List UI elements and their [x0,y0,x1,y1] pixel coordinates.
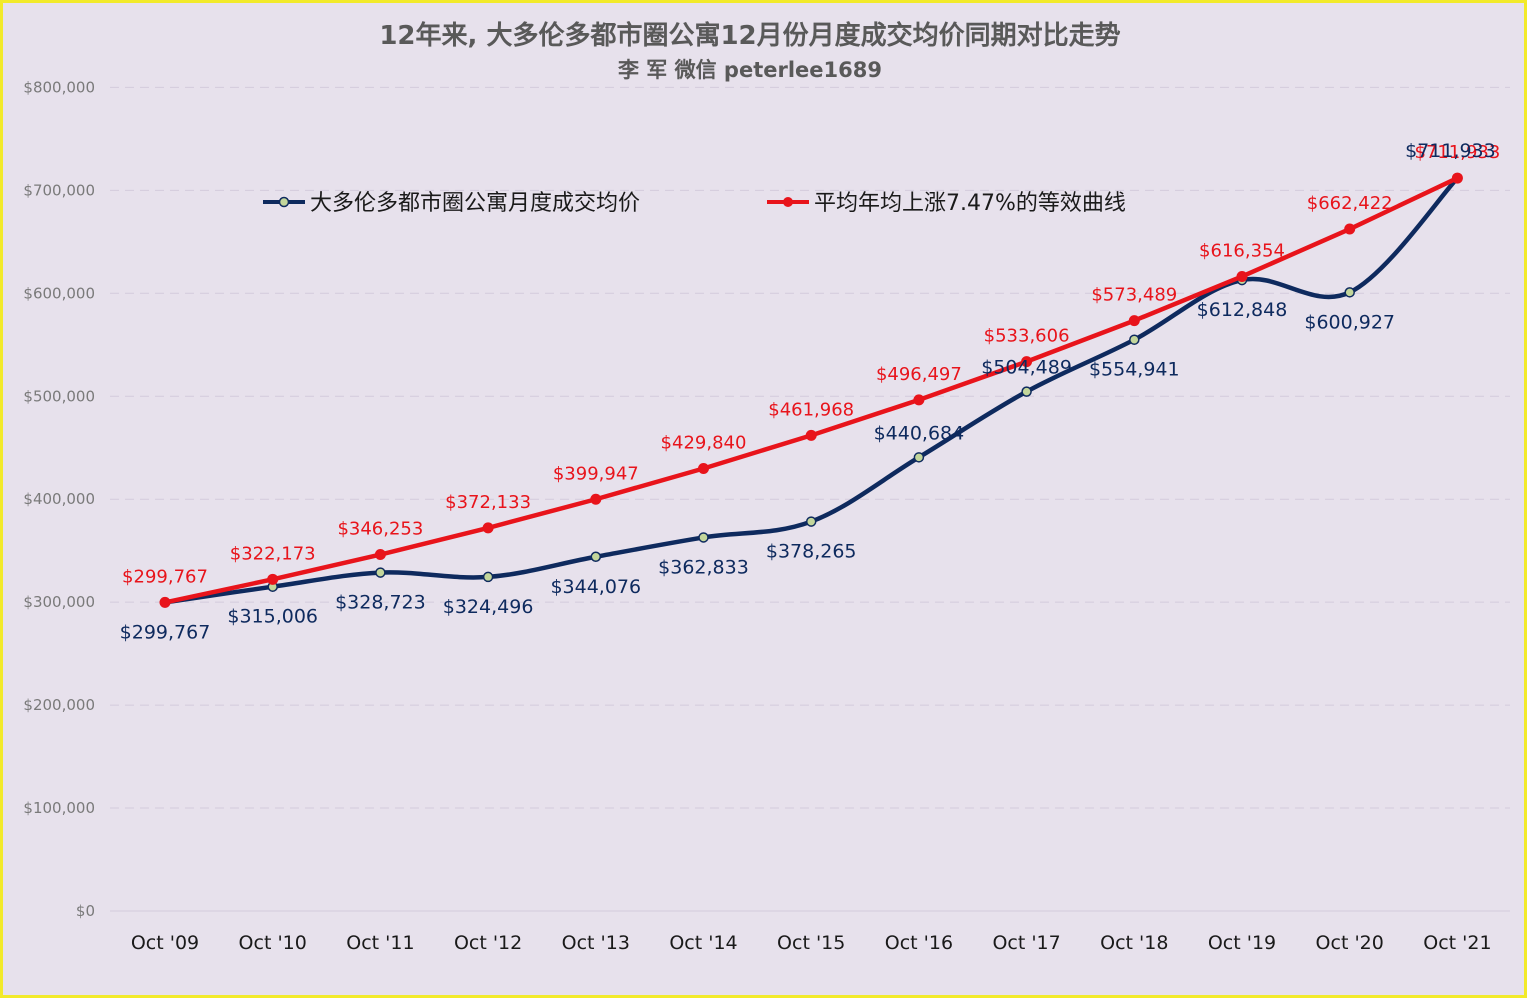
data-label-blue: $440,684 [874,422,965,444]
data-label-red: $372,133 [445,492,531,513]
data-point-red [1451,172,1463,184]
data-label-blue: $378,265 [766,541,857,563]
data-label-red: $616,354 [1199,240,1285,261]
legend-label-red: 平均年均上涨7.47%的等效曲线 [814,191,1126,216]
data-point-red [805,429,817,441]
data-label-blue: $315,006 [227,606,318,628]
data-label-red: $533,606 [984,326,1070,347]
data-label-red: $322,173 [230,543,316,564]
data-point-red [590,493,602,505]
y-tick-label: $300,000 [23,593,95,611]
data-point-blue [482,571,494,583]
x-tick-label: Oct '21 [1423,932,1491,954]
y-tick-label: $400,000 [23,490,95,508]
data-point-red [374,549,386,561]
y-tick-label: $200,000 [23,696,95,714]
legend: 大多伦多都市圈公寓月度成交均价 平均年均上涨7.47%的等效曲线 [263,191,1126,216]
chart-subtitle: 李 军 微信 peterlee1689 [617,58,882,82]
legend-marker-blue [278,196,290,208]
data-point-red [1021,356,1033,368]
y-axis: $0 $100,000 $200,000 $300,000 $400,000 $500,0… [23,78,95,920]
data-point-red [698,462,709,474]
series-red [159,172,1463,608]
data-point-blue [805,516,817,527]
data-label-red: $299,767 [122,566,208,587]
data-label-red: $711,933 [1414,142,1500,163]
data-label-red: $573,489 [1091,285,1177,306]
data-point-blue [375,567,386,578]
data-label-blue: $711,933 [1405,140,1496,162]
data-point-red [1128,315,1140,327]
y-tick-label: $500,000 [23,387,95,405]
data-point-red [267,573,279,585]
data-label-blue: $324,496 [443,596,534,618]
data-label-blue: $299,767 [120,621,211,643]
y-tick-label: $0 [76,902,95,920]
x-tick-label: Oct '11 [346,932,414,954]
legend-item-blue: 大多伦多都市圈公寓月度成交均价 [263,191,640,216]
legend-item-red: 平均年均上涨7.47%的等效曲线 [767,191,1126,216]
data-point-red [913,394,925,406]
data-label-red: $461,968 [768,399,854,420]
data-label-red: $496,497 [876,364,962,385]
data-labels-blue: $299,767 $315,006 $328,723 $324,496 $344,076… [120,140,1496,643]
data-label-red: $399,947 [553,463,639,484]
x-tick-label: Oct '18 [1100,932,1168,954]
x-tick-label: Oct '14 [669,932,737,954]
data-label-blue: $328,723 [335,592,426,614]
data-point-red [482,522,494,534]
data-label-blue: $504,489 [981,357,1072,379]
x-axis: Oct '09 Oct '10 Oct '11 Oct '12 Oct '13 Oct '… [131,932,1492,954]
data-point-blue [1129,334,1140,345]
legend-marker-red [783,197,793,207]
data-point-red [159,596,171,608]
x-tick-label: Oct '12 [454,932,522,954]
y-tick-label: $700,000 [23,181,95,199]
data-point-blue [590,551,602,563]
data-point-blue [1021,386,1032,397]
gridlines [110,86,1510,912]
data-point-red [1344,223,1356,235]
data-point-blue [698,532,709,543]
x-tick-label: Oct '16 [885,932,953,954]
x-tick-label: Oct '20 [1316,932,1384,954]
data-label-blue: $362,833 [658,556,749,578]
chart-title: 12年来, 大多伦多都市圈公寓12月份月度成交均价同期对比走势 [379,20,1120,51]
x-tick-label: Oct '15 [777,932,845,954]
data-label-red: $662,422 [1307,193,1393,214]
x-tick-label: Oct '17 [992,932,1060,954]
data-label-blue: $554,941 [1089,359,1180,381]
data-label-blue: $600,927 [1304,311,1395,333]
data-point-blue [913,452,925,463]
x-tick-label: Oct '13 [562,932,630,954]
data-label-red: $346,253 [337,519,423,540]
data-labels-red: $299,767 $322,173 $346,253 $372,133 $399,947… [122,142,1500,587]
legend-label-blue: 大多伦多都市圈公寓月度成交均价 [310,191,640,216]
x-tick-label: Oct '09 [131,932,199,954]
data-label-red: $429,840 [661,432,747,453]
data-label-blue: $612,848 [1197,299,1288,321]
y-tick-label: $100,000 [23,799,95,817]
y-tick-label: $600,000 [23,284,95,302]
data-point-red [1236,270,1248,282]
y-tick-label: $800,000 [23,78,95,96]
x-tick-label: Oct '19 [1208,932,1276,954]
x-tick-label: Oct '10 [239,932,307,954]
data-point-blue [1344,287,1355,298]
data-label-blue: $344,076 [550,576,641,598]
